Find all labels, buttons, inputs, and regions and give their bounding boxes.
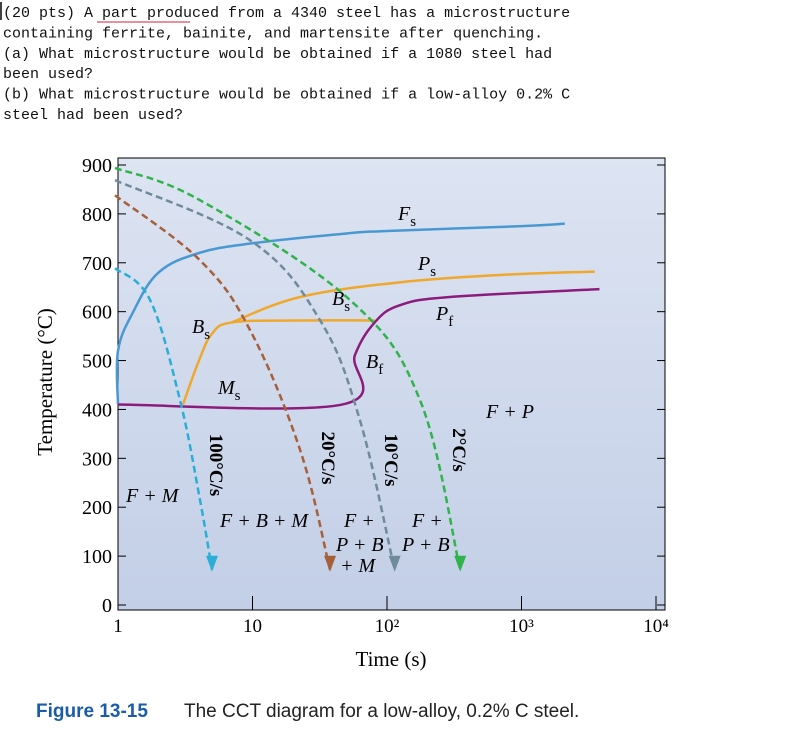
y-tick-label: 200	[82, 497, 112, 519]
question-line: (a) What microstructure would be obtaine…	[3, 46, 552, 63]
y-tick-label: 400	[82, 399, 112, 421]
label-main: F +	[411, 510, 443, 532]
label-main: P	[417, 253, 430, 275]
region-label: P + B	[401, 534, 450, 556]
caption-text: The CCT diagram for a low-alloy, 0.2% C …	[184, 701, 579, 722]
cooling-curve	[114, 267, 214, 571]
label-sub: f	[378, 362, 383, 378]
cooling-rate-label: 20°C/s	[317, 432, 338, 485]
label-main: P + B	[401, 534, 450, 556]
plot: 0 100 200 300 400 500 600 700 800 900 1 10 10² 10³ 10⁴…	[82, 155, 669, 637]
arrowhead	[206, 555, 219, 572]
y-tick-label: 100	[82, 546, 112, 568]
region-label: P + B	[335, 534, 384, 556]
region-label: F + M	[125, 485, 180, 507]
label-sub: s	[235, 388, 241, 404]
transformation-curve	[231, 270, 595, 324]
x-tick-label: 10³	[509, 616, 534, 637]
label-sub: s	[430, 264, 436, 280]
label-main: F + P	[485, 401, 534, 423]
y-axis-label: Temperature (°C)	[33, 308, 57, 455]
question-line: steel had been used?	[3, 107, 183, 124]
question-line: been used?	[3, 66, 93, 83]
y-tick-label: 900	[82, 155, 112, 177]
x-axis-label: Time (s)	[356, 647, 427, 671]
transformation-curve	[115, 222, 565, 405]
x-tick-label: 10²	[375, 616, 400, 637]
x-tick-label: 10⁴	[643, 616, 669, 637]
arrowhead	[324, 555, 337, 572]
region-label: F +	[343, 510, 375, 532]
plot-area	[117, 157, 666, 611]
label-main: F	[397, 203, 411, 225]
label-sub: f	[448, 314, 453, 330]
y-tick-label: 600	[82, 302, 112, 324]
label-main: B	[192, 316, 204, 338]
label-sub: s	[204, 327, 210, 343]
label-main: B	[366, 351, 378, 373]
label-main: F +	[343, 510, 375, 532]
x-tick-label: 1	[113, 616, 123, 637]
label-main: F + M	[125, 485, 180, 507]
region-label: Pf	[435, 303, 453, 330]
label-sub: s	[344, 299, 350, 315]
label-sub: s	[410, 214, 416, 230]
question-line: containing ferrite, bainite, and martens…	[3, 25, 543, 42]
region-label: F +	[411, 510, 443, 532]
label-main: P + B	[335, 534, 384, 556]
label-main: F + B + M	[219, 510, 309, 532]
cooling-curve	[114, 166, 462, 571]
label-main: P	[435, 303, 448, 325]
cooling-rate-label: 2°C/s	[448, 428, 469, 472]
region-label: F + P	[485, 401, 534, 423]
region-label: Bs	[192, 316, 210, 343]
cooling-rate-label: 10°C/s	[380, 434, 401, 487]
arrowhead	[454, 555, 467, 572]
region-label: Ps	[417, 253, 436, 280]
question: (20 pts) A part produced from a 4340 ste…	[3, 5, 570, 124]
region-label: F + B + M	[219, 510, 309, 532]
region-label: Bs	[332, 288, 350, 315]
arrowhead	[388, 555, 401, 572]
y-tick-label: 700	[82, 253, 112, 275]
transformation-curve	[117, 287, 600, 410]
y-tick-label: 500	[82, 351, 112, 373]
label-main: M	[217, 377, 236, 399]
label-main: + M	[340, 555, 376, 577]
x-tick-label: 10	[243, 616, 262, 637]
caption-number: Figure 13-15	[36, 701, 148, 722]
region-label: + M	[340, 555, 376, 577]
y-tick-label: 300	[82, 448, 112, 470]
region-label: Fs	[397, 203, 416, 230]
y-tick-label: 0	[102, 595, 112, 617]
question-line: (b) What microstructure would be obtaine…	[3, 87, 570, 104]
cooling-curve	[114, 194, 332, 571]
y-tick-label: 800	[82, 204, 112, 226]
cooling-rate-label: 100°C/s	[205, 434, 226, 497]
region-label: Bf	[366, 351, 383, 378]
label-main: B	[332, 288, 344, 310]
transformation-curve	[181, 319, 375, 405]
region-label: Ms	[217, 377, 241, 404]
cooling-curve	[114, 179, 396, 571]
question-line: (20 pts) A part produced from a 4340 ste…	[3, 5, 570, 22]
